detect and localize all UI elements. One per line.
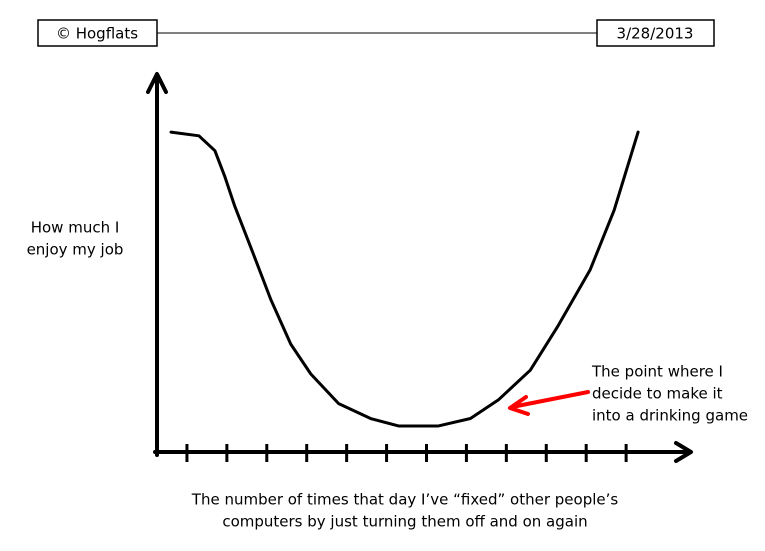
annotation: decide to make it	[592, 385, 723, 403]
x-axis-label: The number of times that day I’ve “fixed…	[191, 491, 619, 509]
y-axis	[146, 72, 168, 457]
annotation: The point where I	[591, 363, 723, 381]
curve	[169, 130, 640, 428]
header-left: © Hogflats	[56, 25, 138, 43]
x-axis-label: computers by just turning them off and o…	[222, 513, 587, 531]
x-axis	[153, 441, 693, 463]
header-right: 3/28/2013	[617, 25, 694, 43]
annotation: into a drinking game	[592, 407, 748, 425]
header-box	[596, 19, 715, 47]
annotation-arrow	[508, 390, 590, 416]
y-axis-label: enjoy my job	[27, 241, 124, 259]
y-axis-label: How much I	[31, 219, 120, 237]
